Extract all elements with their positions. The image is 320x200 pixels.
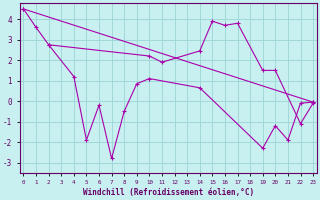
- X-axis label: Windchill (Refroidissement éolien,°C): Windchill (Refroidissement éolien,°C): [83, 188, 254, 197]
